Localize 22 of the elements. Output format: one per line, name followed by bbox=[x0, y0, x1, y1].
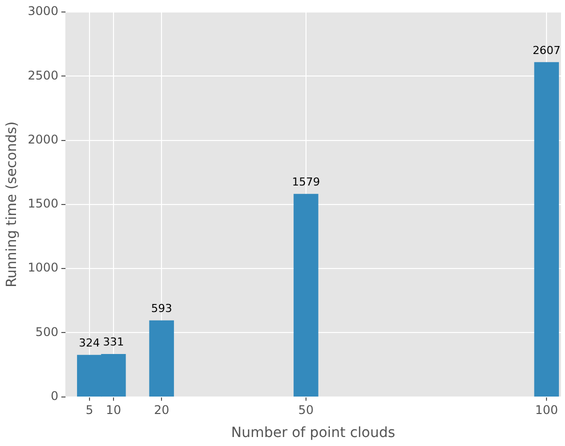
y-tick-label: 2500 bbox=[28, 68, 58, 82]
bar bbox=[294, 194, 318, 397]
data-label: 331 bbox=[102, 336, 124, 349]
data-label: 593 bbox=[151, 302, 172, 316]
bar bbox=[149, 320, 174, 397]
x-tick-label: 20 bbox=[154, 403, 170, 418]
data-label: 324 bbox=[78, 336, 100, 350]
x-tick-label: 10 bbox=[106, 403, 122, 418]
x-tick-label: 5 bbox=[86, 403, 94, 418]
y-tick-label: 1500 bbox=[28, 196, 58, 211]
y-axis-title: Running time (seconds) bbox=[4, 121, 20, 288]
x-axis-title: Number of point clouds bbox=[231, 425, 396, 442]
data-label: 2607 bbox=[532, 44, 561, 57]
data-label: 1579 bbox=[292, 176, 320, 189]
y-tick-label: 1000 bbox=[28, 260, 58, 275]
y-tick-label: 500 bbox=[35, 324, 58, 339]
bar bbox=[534, 62, 559, 397]
y-tick-label: 2000 bbox=[28, 132, 58, 146]
x-tick-label: 100 bbox=[535, 403, 558, 418]
y-tick-label: 3000 bbox=[28, 4, 58, 18]
x-tick-label: 50 bbox=[298, 403, 314, 418]
y-tick-label: 0 bbox=[50, 388, 58, 403]
